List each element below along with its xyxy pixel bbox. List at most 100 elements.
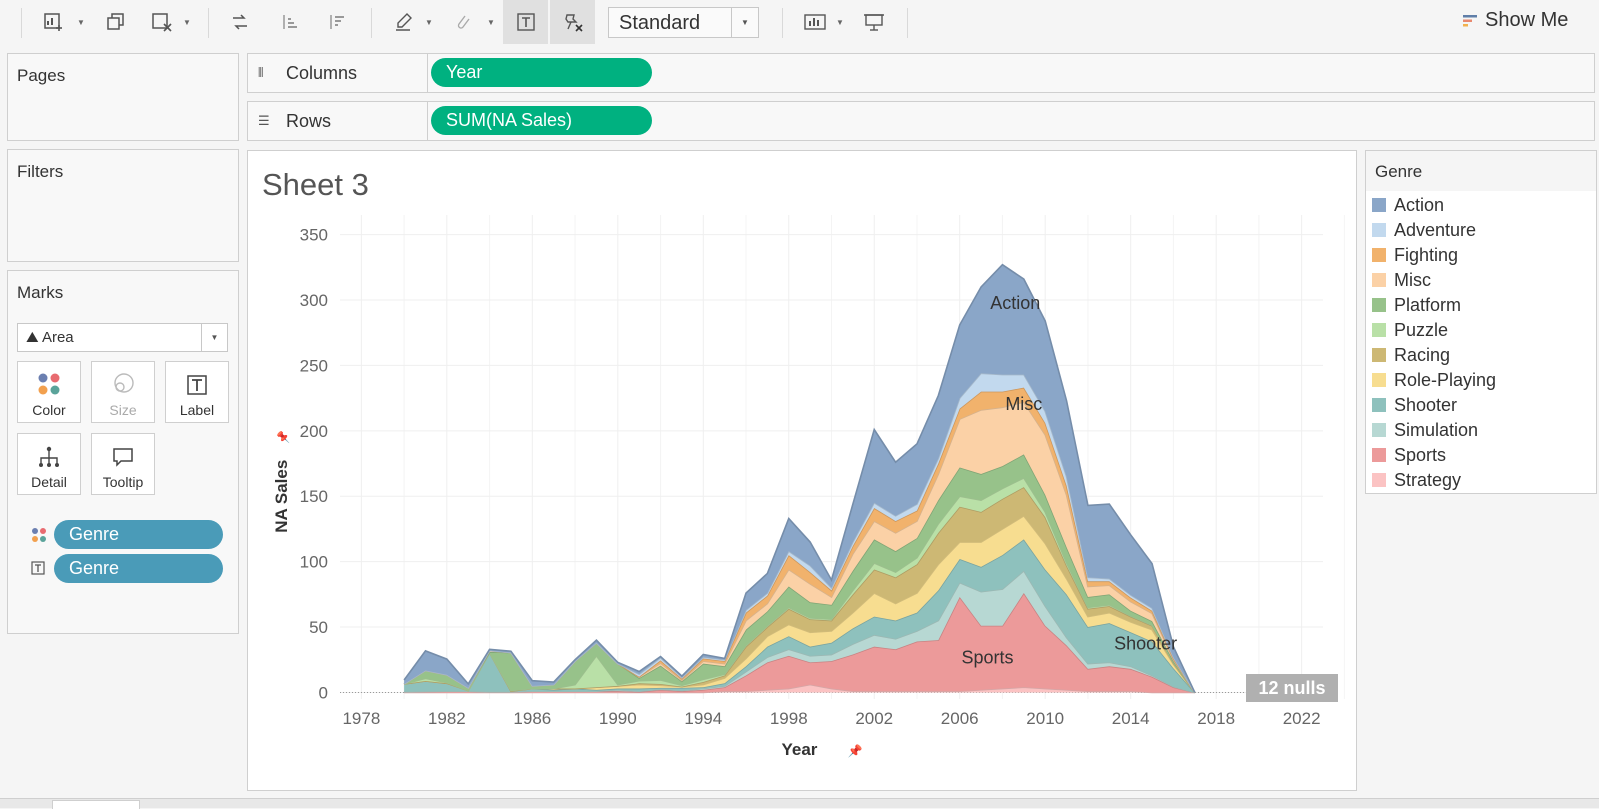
legend-item-strategy[interactable]: Strategy	[1372, 468, 1461, 492]
toolbar-separator	[371, 8, 372, 38]
legend-item-racing[interactable]: Racing	[1372, 343, 1450, 367]
columns-shelf: ⫴ Columns Year	[247, 53, 1595, 93]
filters-panel: Filters	[7, 149, 239, 262]
legend-swatch	[1372, 398, 1386, 412]
fix-axes-icon[interactable]	[550, 0, 595, 44]
y-tick-label: 200	[300, 422, 328, 441]
x-tick-label: 2022	[1283, 709, 1321, 728]
legend-item-sports[interactable]: Sports	[1372, 443, 1446, 467]
size-card[interactable]: Size	[91, 361, 155, 423]
area-icon: ⛰	[26, 329, 42, 346]
legend-swatch	[1372, 448, 1386, 462]
sort-asc-icon[interactable]	[276, 8, 304, 36]
group-icon[interactable]	[449, 8, 477, 36]
legend-item-adventure[interactable]: Adventure	[1372, 218, 1476, 242]
area-chart[interactable]: 0 50 100 150 200 250 300 350 1978 1982 1986 1990 199…	[248, 151, 1356, 790]
legend-item-fighting[interactable]: Fighting	[1372, 243, 1458, 267]
tooltip-icon	[113, 448, 133, 467]
chevron-down-icon[interactable]: ▼	[425, 17, 433, 27]
na-sales-pill[interactable]: SUM(NA Sales)	[431, 106, 652, 135]
x-tick-label: 1994	[684, 709, 722, 728]
legend-item-platform[interactable]: Platform	[1372, 293, 1461, 317]
sheet-view: Sheet 3 0 50 100 150 200 250 300 350 1978 1982 198…	[247, 150, 1357, 791]
tooltip-card[interactable]: Tooltip	[91, 433, 155, 495]
rows-shelf-label: ☰ Rows	[248, 102, 428, 140]
legend-swatch	[1372, 223, 1386, 237]
toolbar-separator	[208, 8, 209, 38]
legend-item-role-playing[interactable]: Role-Playing	[1372, 368, 1496, 392]
legend-swatch	[1372, 348, 1386, 362]
label-icon[interactable]	[503, 0, 548, 44]
y-tick-label: 300	[300, 291, 328, 310]
nulls-badge[interactable]	[1246, 674, 1338, 702]
legend-label: Action	[1394, 194, 1445, 215]
legend-swatch	[1372, 298, 1386, 312]
sort-desc-icon[interactable]	[323, 8, 351, 36]
fit-select-value: Standard	[619, 12, 701, 34]
x-tick-label: 1998	[770, 709, 808, 728]
color-card[interactable]: Color	[17, 361, 81, 423]
legend-item-action[interactable]: Action	[1372, 193, 1444, 217]
legend-swatch	[1372, 248, 1386, 262]
clear-sheet-icon[interactable]	[148, 8, 176, 36]
area-strategy[interactable]	[404, 684, 1195, 693]
mark-type-dropdown[interactable]: ⛰ Area ▼	[17, 323, 228, 352]
legend-label: Adventure	[1394, 219, 1477, 240]
area-shooter[interactable]	[404, 539, 1195, 693]
swap-icon[interactable]	[226, 8, 254, 36]
legend-item-puzzle[interactable]: Puzzle	[1372, 318, 1448, 342]
x-tick-label: 2014	[1112, 709, 1150, 728]
genre-label-pill-label: Genre	[69, 558, 120, 578]
marks-panel: Marks ⛰ Area ▼ Color Size Label Detail T…	[7, 270, 239, 634]
year-pill[interactable]: Year	[431, 58, 652, 87]
y-tick-label: 50	[309, 618, 328, 637]
y-tick-label: 0	[319, 683, 328, 702]
fit-select[interactable]: Standard ▼	[608, 7, 759, 38]
legend-swatch	[1372, 473, 1386, 487]
legend-item-shooter[interactable]: Shooter	[1372, 393, 1457, 417]
presentation-icon[interactable]	[860, 8, 888, 36]
detail-card-label: Detail	[31, 474, 67, 490]
na-sales-pill-label: SUM(NA Sales)	[446, 110, 573, 130]
fit-icon[interactable]	[801, 8, 829, 36]
legend-label: Shooter	[1394, 394, 1458, 415]
detail-card[interactable]: Detail	[17, 433, 81, 495]
legend-label: Fighting	[1394, 244, 1459, 265]
y-tick-label: 150	[300, 487, 328, 506]
new-worksheet-icon[interactable]	[40, 8, 68, 36]
legend-swatch	[1372, 273, 1386, 287]
chevron-down-icon[interactable]: ▼	[836, 17, 844, 27]
pin-icon: 📌	[847, 743, 862, 758]
genre-label-pill[interactable]: Genre	[54, 554, 223, 583]
area-action[interactable]	[404, 264, 1195, 693]
columns-shelf-label: ⫴ Columns	[248, 54, 428, 92]
size-card-label: Size	[109, 402, 137, 418]
label-icon	[31, 561, 45, 575]
legend-swatch	[1372, 198, 1386, 212]
chevron-down-icon[interactable]: ▼	[487, 17, 495, 27]
area-label: Misc	[1005, 394, 1042, 414]
chevron-down-icon: ▼	[731, 8, 758, 37]
legend-item-misc[interactable]: Misc	[1372, 268, 1431, 292]
chevron-down-icon[interactable]: ▼	[183, 17, 191, 27]
legend-label: Strategy	[1394, 469, 1462, 490]
x-tick-label: 1982	[428, 709, 466, 728]
chevron-down-icon[interactable]: ▼	[77, 17, 85, 27]
show-me-button[interactable]: Show Me	[1463, 9, 1568, 32]
legend-swatch	[1372, 323, 1386, 337]
highlight-icon[interactable]	[390, 8, 418, 36]
legend-title: Genre	[1375, 162, 1423, 181]
genre-color-pill[interactable]: Genre	[54, 520, 223, 549]
area-sports[interactable]	[404, 593, 1195, 693]
legend-label: Sports	[1394, 444, 1447, 465]
area-line-adventure	[403, 372, 1196, 693]
genre-legend: Genre Action Adventure Fighting Misc Platfor…	[1365, 150, 1597, 494]
label-card[interactable]: Label	[165, 361, 229, 423]
toolbar: ▼ ▼ ▼ ▼ Standard ▼ ▼ Show Me	[0, 0, 1599, 44]
color-icon	[38, 373, 60, 395]
duplicate-icon[interactable]	[102, 8, 130, 36]
legend-item-simulation[interactable]: Simulation	[1372, 418, 1478, 442]
sheet-tab[interactable]	[52, 800, 140, 809]
area-simulation[interactable]	[404, 570, 1195, 693]
sheet-tabs-bar	[0, 798, 1599, 809]
